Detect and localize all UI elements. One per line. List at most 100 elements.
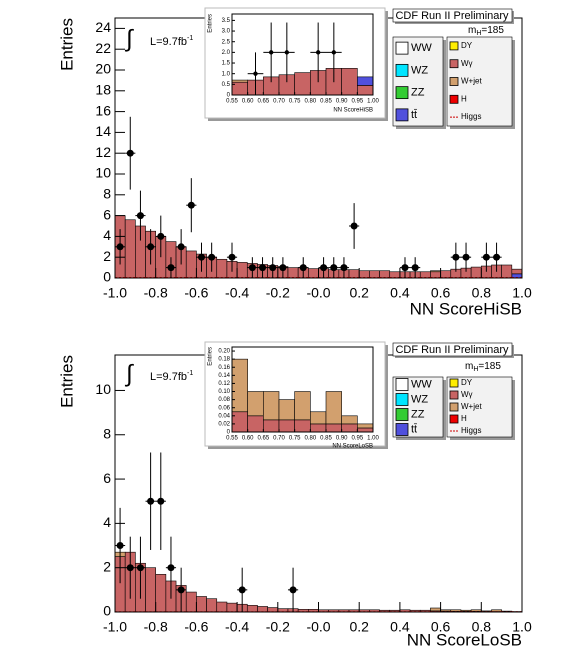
legend-label: WW (411, 42, 432, 54)
histogram-bar (257, 606, 268, 613)
y-tick-label: 6 (103, 206, 111, 222)
x-tick-label: -0.8 (144, 619, 168, 635)
legend-swatch (449, 414, 459, 424)
y-tick-label: 0.20 (218, 349, 230, 355)
legend-label: Wγ (461, 59, 473, 68)
luminosity-exponent: -1 (187, 370, 193, 377)
y-tick-label: 16 (95, 102, 111, 118)
data-point (482, 253, 490, 261)
y-tick-label: 1.0 (222, 71, 231, 77)
legend-swatch (395, 108, 409, 122)
y-tick-label: 3.0 (222, 29, 231, 35)
histogram-bar (325, 423, 342, 433)
x-tick-label: 0.60 (242, 99, 254, 105)
histogram-bar (185, 250, 197, 279)
histogram-bar (341, 415, 358, 425)
histogram-bar (369, 270, 380, 279)
histogram-bar (216, 258, 228, 279)
data-point (197, 253, 205, 261)
header: CDF Run II Preliminary (395, 10, 509, 22)
x-tick-label: 0.60 (242, 436, 254, 442)
y-tick-label: 20 (95, 61, 111, 77)
legend-label: W+jet (461, 402, 482, 411)
data-point (452, 253, 460, 261)
mass-label: mH=185 (468, 25, 504, 37)
y-tick-label: 24 (95, 19, 111, 35)
x-tick-label: 0.75 (289, 99, 301, 105)
legend-swatch (449, 390, 459, 400)
header: CDF Run II Preliminary (395, 344, 509, 356)
luminosity-value: L=9.7fb (150, 36, 187, 48)
luminosity-value: L=9.7fb (150, 371, 187, 383)
y-tick-label: 0.12 (218, 381, 230, 387)
legend-label: Wγ (461, 390, 473, 399)
legend-swatch (449, 378, 459, 388)
histogram-bar (185, 591, 197, 613)
y-axis-title: Entries (208, 14, 214, 33)
histogram-bar (287, 267, 299, 279)
x-tick-label: 0.6 (431, 619, 451, 635)
x-tick-label: -0.8 (144, 285, 168, 301)
x-tick-label: 0.2 (349, 285, 369, 301)
x-axis-title: NN ScoreHiSB (410, 299, 522, 318)
legend-label: ZZ (411, 87, 425, 99)
histogram-bar (216, 601, 228, 613)
histogram-bar (263, 391, 280, 421)
legend-label: WZ (411, 393, 428, 405)
y-tick-label: 0 (103, 269, 111, 285)
x-tick-label: -1.0 (103, 619, 127, 635)
data-point (116, 243, 124, 251)
histogram-bar (430, 607, 441, 612)
data-point (340, 264, 348, 272)
data-point (228, 253, 236, 261)
data-point (279, 264, 287, 272)
histogram-bar (145, 567, 156, 613)
y-tick-label: 0.5 (222, 82, 231, 88)
x-tick-label: 0.6 (431, 285, 451, 301)
legend-swatch (449, 41, 459, 51)
x-tick-label: 0.75 (289, 436, 301, 442)
data-point (401, 264, 409, 272)
legend-label: DY (461, 41, 473, 50)
y-tick-label: 0.16 (218, 365, 230, 371)
header-box (392, 8, 513, 23)
data-point (147, 497, 155, 505)
x-tick-label: 0.70 (273, 436, 285, 442)
y-tick-label: 2 (103, 558, 111, 574)
mass-subscript: H (476, 30, 481, 37)
y-tick-label: 0 (227, 93, 231, 99)
x-tick-label: 0.4 (390, 285, 410, 301)
x-axis-title: NN ScoreHiSB (333, 108, 373, 114)
x-tick-label: 0.8 (472, 619, 492, 635)
luminosity: L=9.7fb-1 (150, 35, 193, 48)
x-tick-label: 0.4 (390, 619, 410, 635)
histogram-bar (325, 391, 342, 425)
legend-swatch (395, 86, 409, 100)
x-tick-label: -1.0 (103, 285, 127, 301)
integral-symbol: ∫ (124, 25, 134, 52)
histogram-bar (155, 574, 167, 613)
histogram-bar (278, 419, 295, 433)
histogram-bar (236, 262, 248, 279)
x-tick-label: 0.90 (336, 436, 348, 442)
histogram-bar (440, 270, 452, 279)
x-tick-label: -0.6 (184, 619, 208, 635)
histogram-bar (247, 415, 264, 433)
y-tick-label: 18 (95, 82, 111, 98)
data-point (315, 50, 321, 55)
data-point (299, 264, 307, 272)
mass-value: =185 (478, 361, 501, 372)
mass-label: mH=185 (465, 361, 501, 373)
data-point (136, 212, 144, 220)
data-point (259, 264, 267, 272)
data-point (167, 264, 175, 272)
histogram-bar (357, 427, 374, 433)
legend-label: DY (461, 378, 473, 387)
legend-swatch (395, 408, 409, 421)
histogram-bar (470, 266, 482, 279)
data-point (187, 201, 195, 209)
histogram-bar (501, 264, 513, 279)
data-point (289, 586, 297, 594)
histogram-bar (294, 72, 311, 96)
data-point (167, 564, 175, 572)
